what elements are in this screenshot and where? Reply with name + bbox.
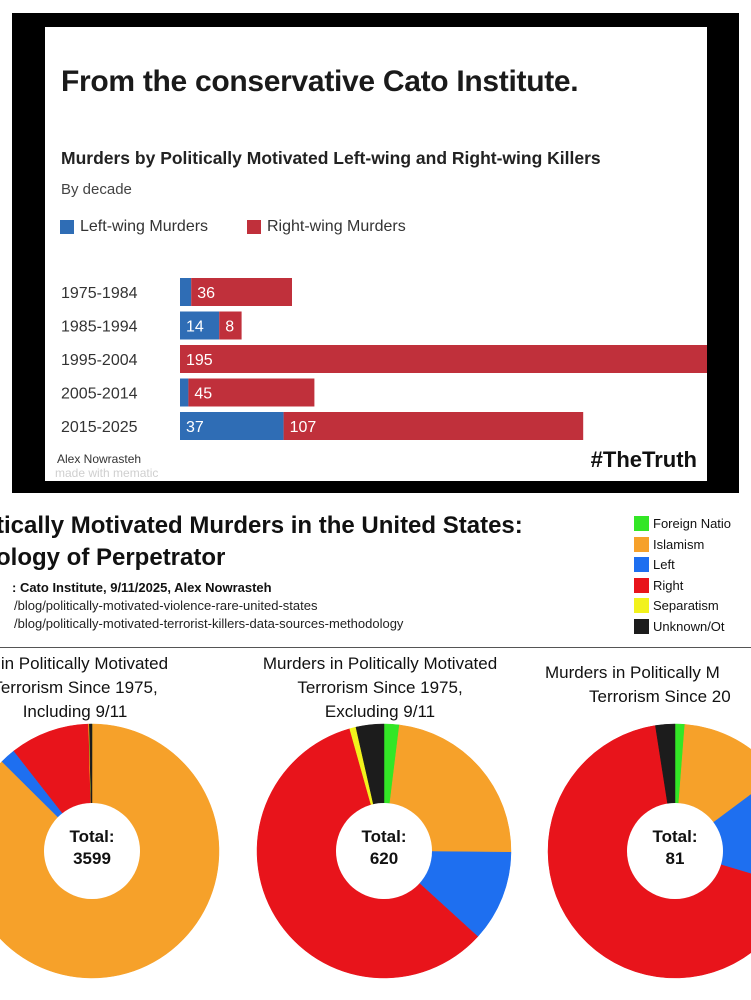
legend-item-foreign-natio: Foreign Natio — [634, 516, 731, 531]
pie-title-2-line-2: Terrorism Since 1975, — [297, 678, 463, 697]
legend-label-left: Left-wing Murders — [80, 218, 209, 235]
legend-item-separatism: Separatism — [634, 598, 719, 613]
author-credit: Alex Nowrasteh — [57, 452, 142, 466]
pie-title-1: rs in Politically Motivated Terrorism Si… — [0, 652, 225, 724]
pie-title-1-line-2: Terrorism Since 1975, — [0, 678, 158, 697]
bar-label-right-2015-2025: 107 — [290, 419, 317, 436]
bar-label-right-2005-2014: 45 — [194, 386, 212, 403]
legend-swatch — [634, 598, 649, 613]
source-url-2: /blog/politically-motivated-terrorist-ki… — [14, 616, 404, 631]
main-title-line-1: tically Motivated Murders in the United … — [0, 512, 523, 539]
category-label-1995-2004: 1995-2004 — [61, 352, 138, 369]
headline: From the conservative Cato Institute. — [61, 65, 579, 98]
pie-title-3-line-1: Murders in Politically M — [545, 663, 720, 682]
donut-chart-3 — [547, 723, 751, 979]
legend-swatch-right — [247, 220, 261, 234]
bar-chart-subtitle: By decade — [61, 181, 132, 198]
bar-label-left-2015-2025: 37 — [186, 419, 204, 436]
donut-2-hole — [336, 803, 432, 899]
legend-label-right: Right-wing Murders — [267, 218, 406, 235]
legend-swatch — [634, 536, 649, 552]
bar-right-1995-2004 — [180, 345, 707, 373]
watermark-text: made with mematic — [55, 466, 159, 480]
bar-right-1985-1994 — [219, 311, 242, 340]
bar-label-right-1975-1984: 36 — [197, 285, 215, 302]
donut-3-hole — [627, 803, 723, 899]
pie-title-1-line-3: Including 9/11 — [22, 702, 128, 721]
total-3-value: 81 — [665, 849, 685, 868]
category-label-2015-2025: 2015-2025 — [61, 419, 138, 436]
source-url-1: /blog/politically-motivated-violence-rar… — [14, 598, 318, 613]
legend-label: Islamism — [653, 536, 705, 552]
total-3: Total: 81 — [635, 826, 715, 870]
bottom-infographic: tically Motivated Murders in the United … — [0, 500, 751, 1000]
hashtag: #TheTruth — [590, 447, 697, 472]
legend-swatch-left — [60, 220, 74, 234]
legend-swatch — [634, 577, 649, 593]
pie-title-3: Murders in Politically M Terrorism Since… — [545, 661, 751, 709]
bar-left-2005-2014 — [180, 378, 189, 407]
total-1-value: 3599 — [73, 849, 111, 868]
source-credit: : Cato Institute, 9/11/2025, Alex Nowras… — [12, 580, 272, 595]
main-title-line-2: ology of Perpetrator — [0, 544, 226, 571]
bar-label-left-1985-1994: 14 — [186, 319, 204, 336]
legend-right-wing: Right-wing Murders — [247, 218, 406, 236]
legend-item-unknown-ot: Unknown/Ot — [634, 618, 725, 634]
total-2-value: 620 — [369, 849, 399, 868]
bar-right-2005-2014 — [188, 378, 315, 407]
bar-label-right-1985-1994: 8 — [225, 319, 234, 336]
bar-right-1975-1984 — [191, 278, 292, 306]
legend-swatch — [634, 557, 649, 572]
total-2-label: Total: — [361, 827, 407, 846]
bar-right-2015-2025 — [283, 412, 584, 440]
pie-title-2: Murders in Politically Motivated Terrori… — [230, 652, 530, 724]
divider — [0, 647, 751, 648]
pie-title-1-line-1: rs in Politically Motivated — [0, 654, 169, 673]
top-image-panel: From the conservative Cato Institute. Mu… — [12, 13, 739, 493]
legend-label: Separatism — [653, 598, 719, 613]
pie-title-3-line-2: Terrorism Since 20 — [589, 687, 731, 706]
bar-chart-plot: 1975-1984 36 1985-1994 14 8 1995-2004 195 2005-… — [61, 278, 707, 440]
legend-label: Right — [653, 577, 684, 593]
total-2: Total: 620 — [344, 826, 424, 870]
legend-item-islamism: Islamism — [634, 536, 705, 552]
legend-swatch — [634, 516, 649, 531]
pie-title-2-line-3: Excluding 9/11 — [324, 702, 436, 721]
legend-item-right: Right — [634, 577, 684, 593]
total-3-label: Total: — [652, 827, 698, 846]
legend-swatch — [634, 618, 649, 634]
bar-chart-title: Murders by Politically Motivated Left-wi… — [61, 148, 601, 168]
legend-item-left: Left — [634, 557, 675, 572]
bar-left-2015-2025 — [180, 412, 284, 440]
donut-chart-1 — [0, 723, 220, 979]
bar-label-right-1995-2004: 195 — [186, 352, 213, 369]
legend-label: Unknown/Ot — [653, 618, 725, 634]
total-1-label: Total: — [69, 827, 115, 846]
bar-left-1985-1994 — [180, 311, 220, 340]
category-label-1985-1994: 1985-1994 — [61, 319, 138, 336]
donut-chart-2 — [256, 723, 512, 979]
donut-1-hole — [44, 803, 140, 899]
bar-chart-card: From the conservative Cato Institute. Mu… — [45, 27, 707, 481]
category-label-1975-1984: 1975-1984 — [61, 285, 138, 302]
legend-label: Left — [653, 557, 675, 572]
legend-left-wing: Left-wing Murders — [60, 218, 208, 236]
category-label-2005-2014: 2005-2014 — [61, 386, 138, 403]
legend-label: Foreign Natio — [653, 516, 732, 531]
total-1: Total: 3599 — [52, 826, 132, 870]
bar-left-1975-1984 — [180, 278, 192, 306]
pie-title-2-line-1: Murders in Politically Motivated — [262, 654, 498, 673]
